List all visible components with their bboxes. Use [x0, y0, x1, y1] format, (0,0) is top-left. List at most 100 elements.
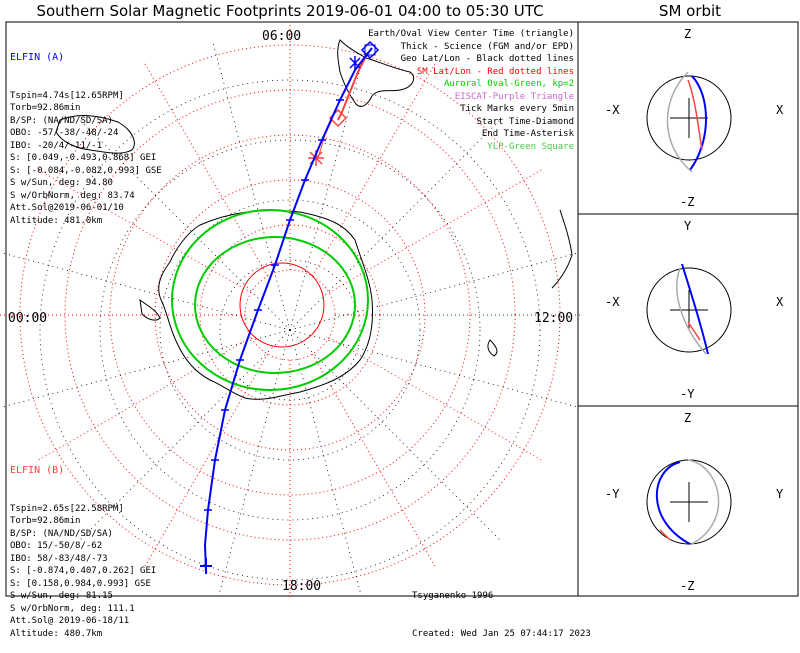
- geo-lon-line: [77, 329, 291, 543]
- auroral-oval-inner: [194, 236, 356, 374]
- elfin-b-end-asterisk: [308, 150, 324, 166]
- continent-outlines: [55, 39, 573, 400]
- geo-lon-line: [289, 329, 363, 600]
- elfin-a-ticks: [204, 99, 344, 511]
- elfin-a-end-asterisk: [349, 56, 361, 70]
- mlt-label-left: 00:00: [8, 311, 47, 326]
- sm-lon-line: [38, 337, 252, 461]
- elfin-b-info-line: S w/OrbNorm, deg: 111.1: [10, 603, 135, 614]
- sm-label-left-3: -Y: [605, 487, 620, 501]
- elfin-a-name: ELFIN (A): [10, 52, 65, 63]
- geo-lon-line: [211, 40, 291, 331]
- geo-lon-line: [289, 251, 580, 331]
- geo-lat-circle: [39, 79, 541, 581]
- sm-panel-xz: Z -Z -X X: [605, 27, 784, 209]
- legend-entry: Start Time-Diamond: [476, 116, 574, 127]
- elfin-b-info: ELFIN (B) Tspin=2.65s[22.58RPM] Torb=92.8…: [10, 440, 156, 653]
- auroral-oval-outer: [171, 209, 369, 391]
- legend-entry: Auroral Oval-Green, kp=2: [443, 79, 574, 89]
- sm-orbit-b-2: [676, 267, 707, 355]
- elfin-b-info-line: OBO: 15/-50/8/-62: [10, 541, 103, 551]
- sm-orbit-a-2: [681, 263, 709, 355]
- legend-entry: EISCAT-Purple Triangle: [454, 91, 574, 102]
- elfin-a-start-square: [364, 44, 376, 56]
- sm-lon-line: [144, 353, 268, 567]
- geo-lat-circle: [219, 259, 361, 401]
- sm-orbit-a-1: [689, 75, 707, 171]
- sm-orbit-b-seg-2: [687, 321, 701, 341]
- credit-created: Created: Wed Jan 25 07:44:17 2023: [412, 628, 591, 639]
- geo-lon-line: [0, 329, 291, 409]
- mlt-label-right: 12:00: [534, 311, 573, 326]
- sm-orbit-b-3: [687, 459, 720, 545]
- legend: Earth/Oval View Center Time (triangle) Th…: [368, 28, 574, 153]
- sm-label-bottom-2: -Y: [680, 387, 695, 401]
- legend-entry: SM Lat/Lon - Red dotted lines: [416, 66, 574, 77]
- elfin-a-info-line: Att.Sol@2019-06-01/10: [10, 203, 124, 213]
- elfin-a-info-line: IBO: -20/4/-11/-1: [10, 140, 103, 151]
- geo-lon-line: [289, 329, 580, 409]
- sm-label-bottom-3: -Z: [680, 579, 694, 593]
- australia-outline: [55, 115, 135, 154]
- legend-entry: Earth/Oval View Center Time (triangle): [368, 29, 574, 39]
- elfin-b-track: [308, 51, 369, 166]
- elfin-b-info-line: S: [0.158,0.984,0.993] GSE: [10, 578, 151, 589]
- sm-lat-circle: [154, 179, 426, 451]
- elfin-b-info-line: Att.Sol@ 2019-06-18/11: [10, 616, 130, 626]
- elfin-b-info-line: Tspin=2.65s[22.58RPM]: [10, 503, 124, 514]
- elfin-b-info-line: S w/Sun, deg: 81.15: [10, 591, 113, 601]
- sm-orbit-b-seg-3: [659, 529, 671, 541]
- legend-entry: Geo Lat/Lon - Black dotted lines: [400, 54, 574, 64]
- sm-label-top-2: Y: [684, 219, 692, 233]
- elfin-b-name: ELFIN (B): [10, 465, 65, 476]
- elfin-a-track: [200, 40, 380, 574]
- geo-lon-line: [0, 251, 291, 331]
- geo-lon-line: [289, 40, 369, 331]
- sm-label-left-1: -X: [605, 103, 620, 117]
- elfin-a-info-line: S w/OrbNorm, deg: 83.74: [10, 190, 135, 201]
- elfin-a-info-line: Tspin=4.74s[12.65RPM]: [10, 90, 124, 101]
- south-america-outline: [337, 39, 415, 107]
- geo-lat-circle: [159, 199, 421, 461]
- sm-lon-line: [144, 63, 268, 277]
- elfin-b-info-line: Altitude: 480.7km: [10, 628, 103, 639]
- sm-label-top-3: Z: [684, 411, 691, 425]
- antarctica-outline: [158, 210, 373, 400]
- legend-entry: YLP-Green Square: [487, 141, 574, 152]
- sm-lon-line: [328, 337, 542, 461]
- sm-panel-yz: Z -Z -Y Y: [605, 411, 784, 593]
- sm-lon-line: [312, 63, 436, 277]
- polar-grid: [0, 25, 580, 600]
- sm-earth-circle-2: [646, 267, 732, 353]
- geo-lon-line: [217, 329, 291, 600]
- elfin-a-info-line: S: [-0.084,-0.082,0.993] GSE: [10, 165, 162, 176]
- elfin-a-info-line: B/SP: (NA/ND/SD/SA): [10, 115, 113, 126]
- legend-entry: End Time-Asterisk: [481, 129, 574, 139]
- legend-entry: Thick - Science (FGM and/or EPD): [400, 41, 574, 52]
- sm-lon-line: [328, 169, 542, 293]
- sm-panel-xy: Y -Y -X X: [605, 219, 784, 401]
- elfin-b-info-line: B/SP: (NA/ND/SD/SA): [10, 528, 113, 539]
- nz-outline: [139, 298, 161, 321]
- elfin-a-end-cross: [200, 558, 212, 574]
- elfin-a-path: [203, 47, 373, 573]
- elfin-b-lines: Tspin=2.65s[22.58RPM] Torb=92.86min B/SP: …: [10, 503, 156, 641]
- geo-lat-circle: [99, 139, 481, 521]
- elfin-b-info-line: IBO: 58/-83/48/-73: [10, 553, 108, 564]
- sm-label-top-1: Z: [684, 27, 691, 41]
- sm-label-bottom-1: -Z: [680, 195, 694, 209]
- geo-lon-line: [289, 117, 503, 331]
- sm-lon-line: [312, 353, 436, 567]
- sm-label-left-2: -X: [605, 295, 620, 309]
- island-outline: [487, 339, 498, 357]
- geo-lon-line: [289, 329, 503, 543]
- elfin-a-info-line: S w/Sun, deg: 94.80: [10, 178, 113, 188]
- elfin-b-info-line: Torb=92.86min: [10, 516, 81, 526]
- sm-orbit-a-3: [655, 461, 691, 545]
- africa-outline: [551, 209, 573, 289]
- mlt-label-top: 06:00: [262, 29, 301, 44]
- elfin-a-info-line: S: [0.049,-0.493,0.868] GEI: [10, 153, 157, 163]
- sm-label-right-2: X: [776, 295, 784, 309]
- sm-orbit-b-1: [666, 71, 693, 173]
- sm-label-right-1: X: [776, 103, 784, 117]
